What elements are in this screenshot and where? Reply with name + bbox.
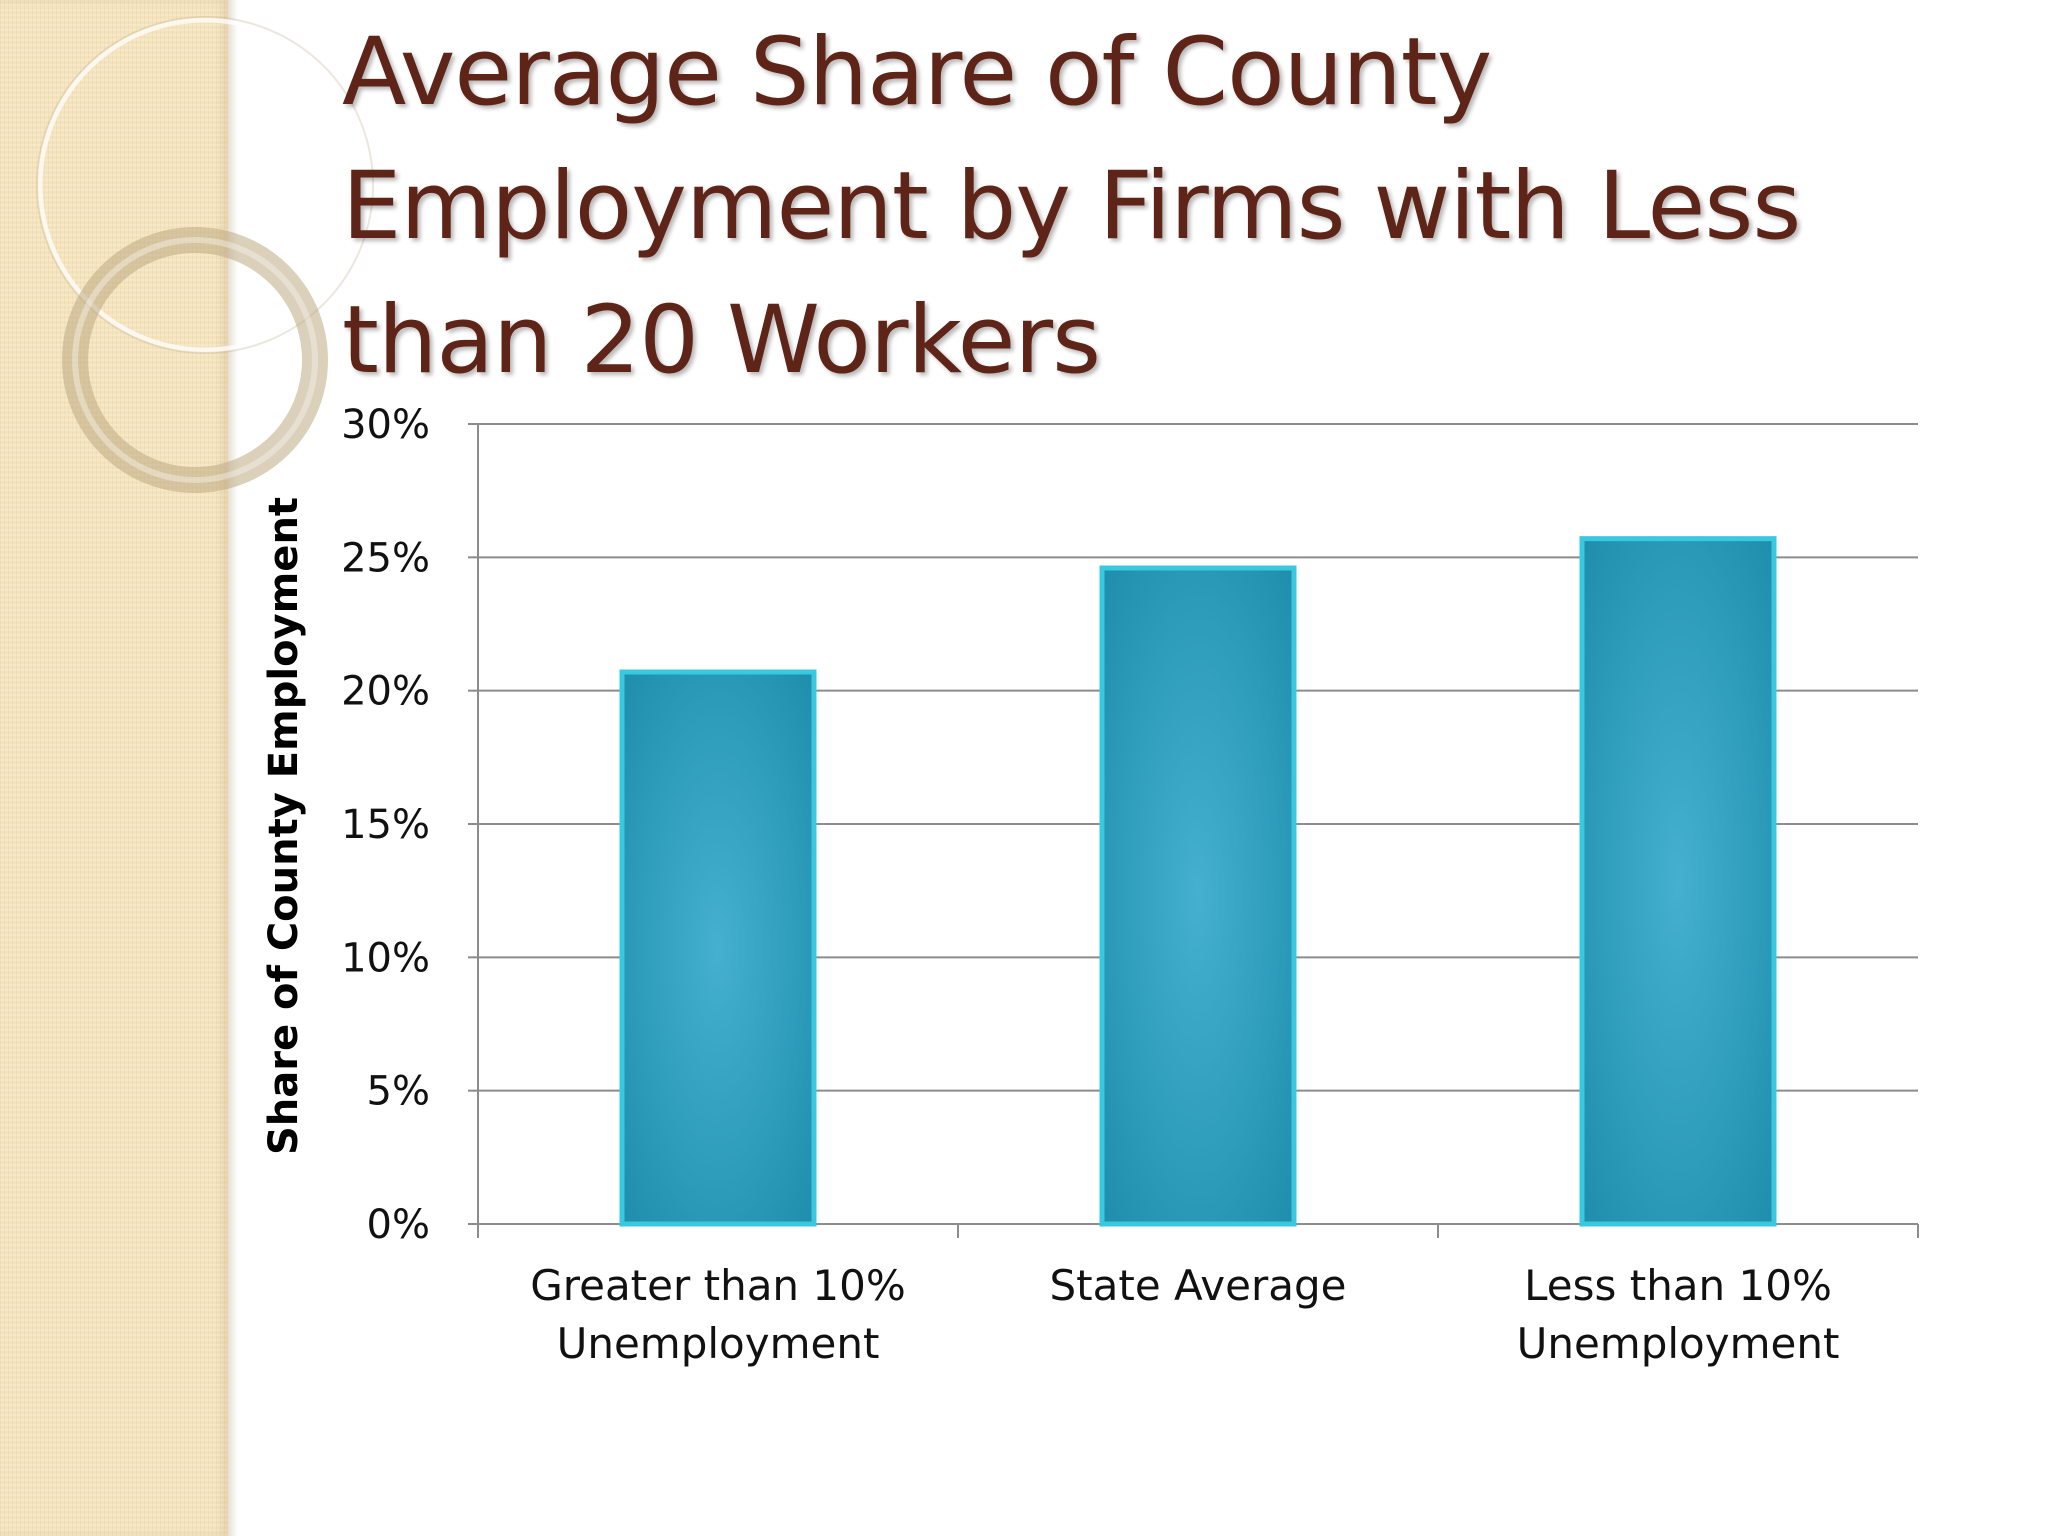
y-tick-label: 5% — [367, 1069, 430, 1115]
y-axis-title: Share of County Employment — [261, 497, 307, 1155]
ring-outer — [37, 17, 373, 353]
ring-thick-highlight — [72, 237, 318, 483]
y-tick-label: 30% — [341, 402, 430, 448]
bar — [1579, 536, 1777, 1227]
ring-thick — [62, 227, 328, 493]
x-category-label: Greater than 10% — [530, 1261, 906, 1310]
y-tick-label: 10% — [341, 935, 430, 981]
labels: 0% 5% 10% 15% 20% 25% 30% Greater than 10% Unemp… — [341, 402, 1839, 1368]
y-tick-label: 20% — [341, 669, 430, 715]
y-tick-label: 0% — [367, 1202, 430, 1248]
ring-outer-shadow — [36, 16, 374, 354]
bars — [619, 536, 1777, 1227]
bar — [619, 669, 817, 1227]
x-category-label: Unemployment — [1517, 1319, 1840, 1368]
x-category-label: Unemployment — [557, 1319, 880, 1368]
y-tick-label: 25% — [341, 535, 430, 581]
slide-title: Average Share of County Employment by Fi… — [342, 18, 1801, 395]
y-tick-label: 15% — [341, 802, 430, 848]
decorative-rings — [36, 16, 374, 493]
x-category-label: State Average — [1050, 1261, 1347, 1310]
x-category-label: Less than 10% — [1524, 1261, 1832, 1310]
side-strip-shadow — [228, 0, 238, 1536]
bar — [1099, 565, 1297, 1227]
